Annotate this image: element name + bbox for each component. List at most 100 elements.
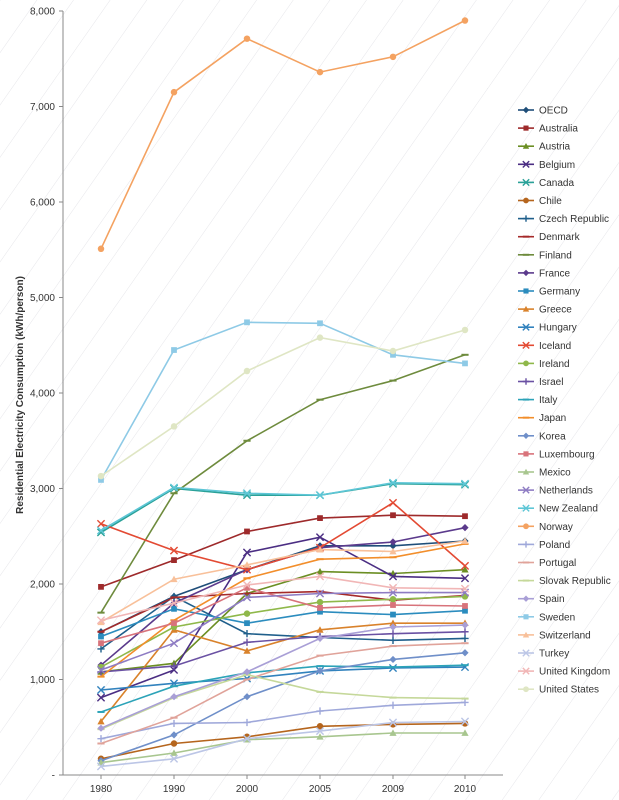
- data-point-new-zealand: [460, 479, 470, 488]
- data-point-korea: [170, 731, 178, 739]
- data-point-australia: [317, 515, 323, 521]
- series-line-poland: [100, 701, 466, 740]
- legend-label: Mexico: [539, 468, 571, 479]
- series-line-hungary: [100, 666, 466, 691]
- data-point-norway: [389, 53, 397, 61]
- legend-item-netherlands: Netherlands: [518, 486, 593, 497]
- legend-swatch-marker: [523, 288, 529, 294]
- data-point-united-states: [97, 472, 105, 480]
- series-united-kingdom: [96, 572, 470, 625]
- legend-item-belgium: Belgium: [518, 160, 575, 171]
- legend-item-poland: Poland: [518, 540, 570, 551]
- data-point-sweden: [171, 347, 177, 353]
- data-point-united-kingdom: [169, 599, 179, 608]
- legend-item-united-kingdom: United Kingdom: [518, 667, 610, 678]
- legend-item-france: France: [518, 268, 571, 279]
- legend-item-spain: Spain: [518, 594, 565, 605]
- data-point-belgium: [460, 574, 470, 583]
- legend-item-slovak-republic: Slovak Republic: [518, 576, 611, 587]
- data-point-austria: [316, 567, 324, 575]
- data-point-norway: [97, 245, 105, 253]
- legend-item-switzerland: Switzerland: [518, 630, 591, 641]
- legend-swatch-marker: [522, 323, 530, 331]
- legend-item-italy: Italy: [518, 395, 557, 406]
- data-point-hungary: [96, 685, 106, 695]
- series-layer: [96, 17, 470, 771]
- data-point-spain: [389, 623, 397, 631]
- series-line-ireland: [100, 595, 466, 668]
- data-point-turkey: [96, 762, 106, 771]
- data-point-united-states: [243, 367, 251, 375]
- legend-label: Iceland: [539, 341, 571, 352]
- legend-label: Spain: [539, 594, 565, 605]
- data-point-korea: [461, 649, 469, 657]
- data-point-luxembourg: [98, 640, 104, 647]
- series-line-united-kingdom: [100, 575, 466, 622]
- series-line-austria: [100, 568, 466, 673]
- legend-item-austria: Austria: [518, 142, 571, 153]
- legend-item-chile: Chile: [518, 196, 562, 207]
- series-line-israel: [100, 631, 466, 673]
- legend-label: New Zealand: [539, 504, 598, 515]
- x-tick-label: 2005: [309, 784, 332, 795]
- data-point-spain: [97, 724, 105, 732]
- data-point-korea: [243, 693, 251, 701]
- data-point-switzerland: [316, 546, 324, 553]
- legend-label: United Kingdom: [539, 667, 610, 678]
- data-point-israel: [389, 630, 397, 638]
- data-point-australia: [171, 557, 177, 564]
- series-luxembourg: [98, 584, 468, 647]
- legend-label: Finland: [539, 250, 572, 261]
- legend-item-germany: Germany: [518, 287, 580, 298]
- data-point-united-states: [389, 347, 397, 355]
- data-point-israel: [461, 628, 469, 636]
- legend-label: Japan: [539, 413, 566, 424]
- legend-swatch-marker: [522, 305, 530, 312]
- series-line-slovak-republic: [100, 673, 466, 730]
- series-line-netherlands: [100, 591, 465, 671]
- y-tick-label: 2,000: [30, 580, 55, 591]
- legend-label: France: [539, 268, 571, 279]
- legend-item-korea: Korea: [518, 431, 566, 442]
- data-point-united-states: [461, 326, 469, 334]
- series-switzerland: [97, 537, 469, 626]
- series-line-australia: [100, 514, 466, 588]
- data-point-netherlands: [242, 593, 252, 602]
- data-point-united-kingdom: [96, 616, 106, 625]
- data-point-united-kingdom: [315, 572, 325, 581]
- data-point-poland: [461, 698, 469, 707]
- data-point-sweden: [244, 319, 250, 326]
- x-tick-label: 2010: [454, 784, 477, 795]
- legend-label: Italy: [539, 395, 557, 406]
- legend-label: Switzerland: [539, 630, 591, 641]
- legend-swatch-marker: [523, 197, 529, 204]
- legend-label: Ireland: [539, 359, 570, 370]
- data-point-germany: [317, 608, 323, 615]
- data-point-israel: [243, 638, 251, 646]
- data-point-australia: [390, 512, 396, 519]
- data-point-luxembourg: [462, 603, 468, 609]
- data-point-poland: [389, 701, 397, 709]
- series-line-finland: [100, 354, 466, 614]
- legend-item-luxembourg: Luxembourg: [518, 449, 595, 460]
- data-point-norway: [243, 35, 251, 42]
- legend-label: United States: [539, 685, 599, 696]
- series-hungary: [96, 662, 470, 695]
- data-point-spain: [461, 621, 469, 629]
- y-tick-label: 4,000: [30, 389, 55, 400]
- series-germany: [98, 605, 468, 640]
- legend-item-united-states: United States: [518, 685, 599, 696]
- legend-label: Chile: [539, 196, 562, 207]
- legend-swatch-marker: [522, 378, 530, 385]
- legend-swatch-marker: [522, 649, 530, 657]
- y-tick-label: 1,000: [30, 675, 55, 686]
- data-point-ireland: [389, 596, 397, 603]
- data-point-mexico: [316, 733, 324, 740]
- legend-item-norway: Norway: [518, 522, 573, 533]
- x-tick-label: 2009: [382, 784, 405, 795]
- data-point-united-kingdom: [242, 580, 252, 590]
- data-point-france: [389, 538, 397, 546]
- data-point-iceland: [460, 561, 470, 570]
- legend-label: Turkey: [539, 649, 569, 660]
- legend-label: Austria: [539, 142, 571, 153]
